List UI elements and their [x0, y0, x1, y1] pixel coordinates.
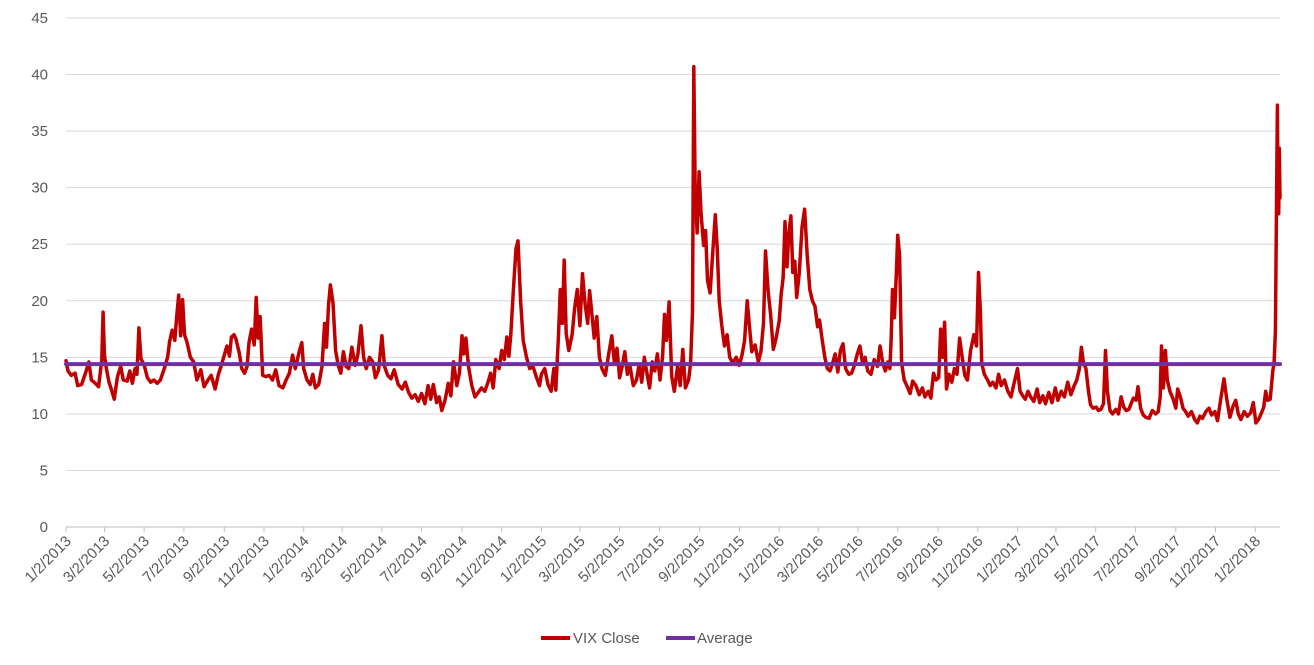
y-tick-label-25: 25 — [31, 236, 48, 253]
y-tick-label-45: 45 — [31, 10, 48, 27]
y-tick-label-0: 0 — [40, 519, 48, 536]
legend: VIX Close Average — [541, 630, 753, 647]
y-tick-label-5: 5 — [40, 462, 48, 479]
legend-item-vix-close[interactable]: VIX Close — [541, 630, 640, 647]
y-tick-label-15: 15 — [31, 349, 48, 366]
gridlines — [66, 17, 1280, 471]
y-axis-ticks: 0 5 10 15 20 25 30 35 40 45 — [31, 10, 48, 536]
x-axis-ticks: 1/2/20133/2/20135/2/20137/2/20139/2/2013… — [22, 527, 1264, 591]
y-tick-label-40: 40 — [31, 67, 48, 84]
series-lines — [64, 64, 1282, 425]
series-line-vix-close — [64, 64, 1282, 425]
legend-item-average[interactable]: Average — [666, 630, 753, 647]
y-tick-label-20: 20 — [31, 293, 48, 310]
y-tick-label-10: 10 — [31, 406, 48, 423]
legend-label-vix-close: VIX Close — [573, 630, 640, 647]
y-tick-label-30: 30 — [31, 180, 48, 197]
y-tick-label-35: 35 — [31, 123, 48, 140]
legend-label-average: Average — [697, 630, 753, 647]
